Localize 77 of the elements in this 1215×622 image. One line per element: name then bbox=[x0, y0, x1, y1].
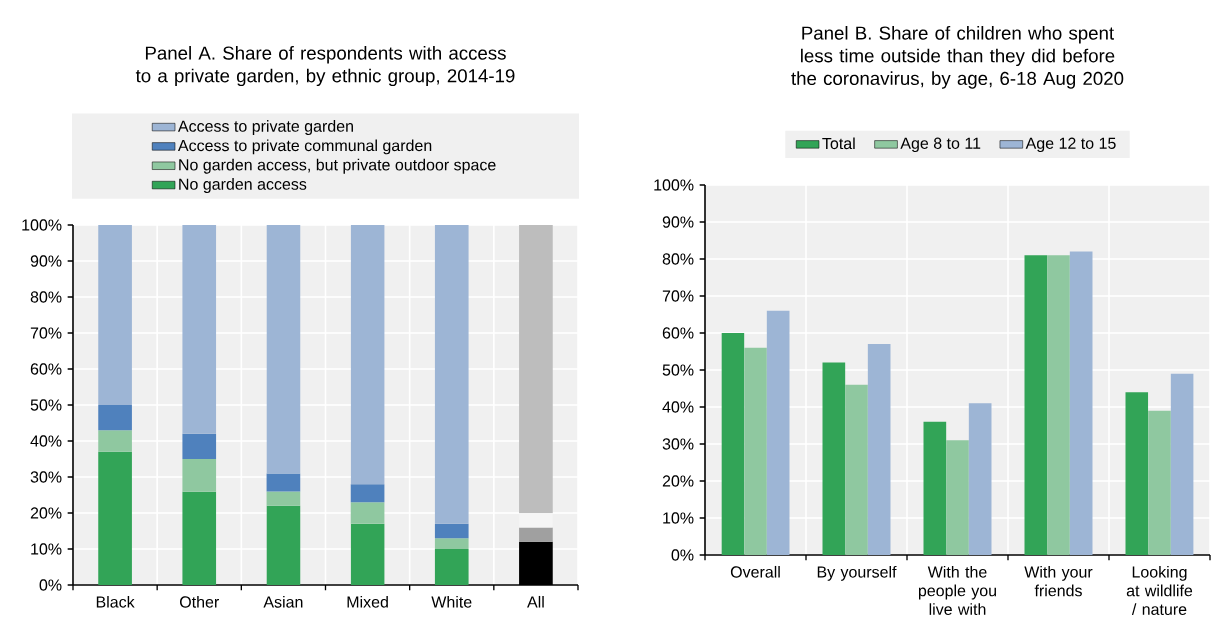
y-tick-label: 20% bbox=[30, 507, 62, 519]
bar bbox=[350, 502, 385, 524]
x-tick-label: Asian bbox=[263, 595, 303, 608]
legend-label: Access to private garden bbox=[177, 120, 353, 136]
y-tick-label: 90% bbox=[30, 255, 62, 267]
y-tick-label: 10% bbox=[663, 512, 694, 524]
y-tick-label: 40% bbox=[30, 435, 62, 447]
bar bbox=[1170, 373, 1194, 555]
bar bbox=[182, 433, 217, 459]
y-tick-label: 20% bbox=[662, 475, 694, 487]
x-tick-label: Black bbox=[96, 595, 135, 608]
y-tick-label: 80% bbox=[30, 291, 62, 303]
bar bbox=[350, 523, 385, 585]
legend-label: No garden access, but private outdoor space bbox=[179, 158, 496, 174]
y-tick-label: 50% bbox=[30, 399, 62, 411]
y-tick-label: 30% bbox=[30, 471, 62, 483]
y-tick-label: 0% bbox=[39, 579, 62, 591]
chart-title: Panel A. Share of respondents with access to a private garden, by ethnic group, 2014-19 bbox=[135, 46, 515, 87]
bar bbox=[968, 403, 992, 555]
y-tick-label: 60% bbox=[662, 327, 694, 339]
bar bbox=[1148, 410, 1171, 555]
bar bbox=[845, 384, 868, 555]
bar bbox=[266, 491, 301, 506]
x-tick-label: Overall bbox=[730, 565, 780, 578]
bar bbox=[266, 505, 301, 585]
bar bbox=[266, 473, 301, 492]
x-tick-label: White bbox=[431, 595, 472, 608]
y-tick-label: 0% bbox=[671, 549, 694, 561]
y-tick-label: 60% bbox=[30, 363, 62, 375]
y-tick-label: 30% bbox=[662, 438, 694, 450]
legend-label: Total bbox=[822, 137, 855, 150]
bar bbox=[946, 440, 969, 555]
chart-title: Panel B. Share of children who spent less time outside than they did before the coronavirus, by age, 6-18 Aug 2020 bbox=[791, 25, 1124, 89]
bar bbox=[350, 225, 385, 485]
bar bbox=[98, 225, 132, 405]
y-tick-label: 80% bbox=[662, 253, 694, 265]
y-tick-label: 90% bbox=[662, 216, 694, 228]
bar bbox=[182, 491, 217, 585]
bar bbox=[1069, 251, 1093, 555]
bar bbox=[98, 430, 132, 452]
y-tick-label: 10% bbox=[31, 543, 62, 555]
bar bbox=[182, 225, 217, 434]
bar bbox=[182, 459, 217, 492]
legend-label: Age 12 to 15 bbox=[1025, 137, 1116, 153]
bar bbox=[1024, 255, 1048, 555]
bar bbox=[98, 405, 132, 431]
x-tick-label: With the people you live with bbox=[918, 565, 997, 616]
bar bbox=[434, 225, 469, 524]
bar bbox=[744, 347, 767, 555]
bar bbox=[822, 362, 846, 555]
bar bbox=[721, 333, 745, 555]
x-tick-label: Other bbox=[179, 595, 219, 608]
legend-label: Access to private communal garden bbox=[177, 139, 432, 155]
legend-label: No garden access bbox=[179, 178, 307, 193]
bar bbox=[923, 421, 947, 555]
x-tick-label: By yourself bbox=[817, 565, 897, 581]
x-tick-label: Mixed bbox=[347, 595, 388, 608]
bar bbox=[1047, 255, 1070, 555]
bar bbox=[867, 344, 891, 555]
bar bbox=[350, 484, 385, 503]
x-tick-label: With your friends bbox=[1024, 565, 1093, 597]
y-tick-label: 100% bbox=[654, 179, 694, 191]
y-tick-label: 70% bbox=[30, 327, 62, 339]
y-tick-label: 40% bbox=[662, 401, 694, 413]
bar bbox=[766, 310, 790, 555]
bar bbox=[434, 549, 469, 585]
bar bbox=[266, 225, 301, 474]
bar bbox=[1125, 392, 1149, 555]
bar bbox=[98, 451, 132, 585]
y-tick-label: 70% bbox=[662, 290, 694, 302]
x-tick-label: All bbox=[527, 595, 544, 608]
bar bbox=[434, 523, 469, 539]
y-tick-label: 50% bbox=[662, 364, 694, 376]
bar bbox=[434, 538, 469, 549]
y-tick-label: 100% bbox=[22, 219, 62, 231]
x-tick-label: Looking at wildlife / nature bbox=[1126, 565, 1193, 616]
legend-label: Age 8 to 11 bbox=[900, 137, 981, 153]
